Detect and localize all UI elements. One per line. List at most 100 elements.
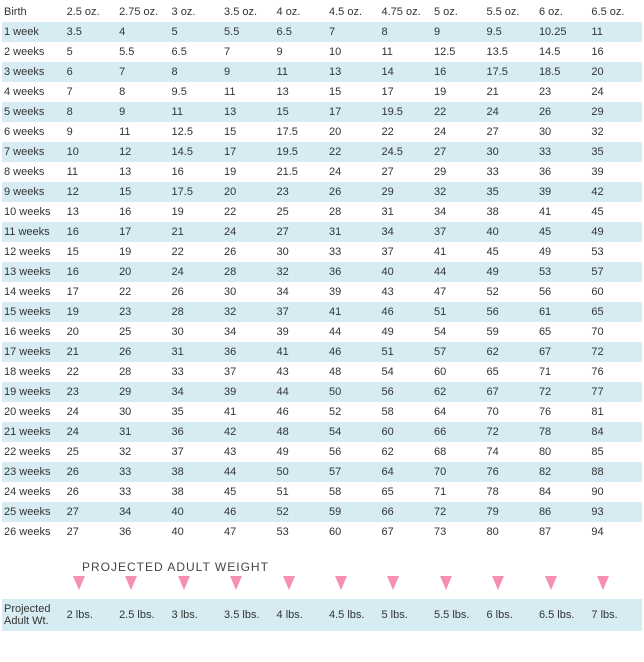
data-cell: 11 (170, 102, 222, 122)
column-header: 3.5 oz. (222, 2, 274, 22)
down-arrow-icon (73, 576, 85, 590)
row-label: 26 weeks (2, 522, 65, 542)
row-label: 12 weeks (2, 242, 65, 262)
data-cell: 14 (379, 62, 431, 82)
data-cell: 48 (275, 422, 327, 442)
data-cell: 22 (170, 242, 222, 262)
data-cell: 9 (222, 62, 274, 82)
data-cell: 41 (327, 302, 379, 322)
data-cell: 54 (327, 422, 379, 442)
data-cell: 29 (117, 382, 169, 402)
data-cell: 71 (537, 362, 589, 382)
data-cell: 56 (484, 302, 536, 322)
table-row: 24 weeks2633384551586571788490 (2, 482, 642, 502)
data-cell: 9 (275, 42, 327, 62)
data-cell: 26 (537, 102, 589, 122)
data-cell: 32 (432, 182, 484, 202)
data-cell: 19 (170, 202, 222, 222)
data-cell: 41 (537, 202, 589, 222)
data-cell: 87 (537, 522, 589, 542)
data-cell: 65 (484, 362, 536, 382)
data-cell: 46 (222, 502, 274, 522)
data-cell: 16 (65, 222, 117, 242)
data-cell: 12.5 (170, 122, 222, 142)
data-cell: 34 (117, 502, 169, 522)
data-cell: 19 (117, 242, 169, 262)
data-cell: 49 (275, 442, 327, 462)
data-cell: 76 (537, 402, 589, 422)
data-cell: 84 (537, 482, 589, 502)
data-cell: 26 (65, 462, 117, 482)
data-cell: 7 (222, 42, 274, 62)
data-cell: 29 (432, 162, 484, 182)
data-cell: 51 (379, 342, 431, 362)
data-cell: 44 (327, 322, 379, 342)
data-cell: 44 (222, 462, 274, 482)
data-cell: 32 (275, 262, 327, 282)
data-cell: 67 (484, 382, 536, 402)
data-cell: 38 (170, 462, 222, 482)
data-cell: 53 (537, 262, 589, 282)
table-row: 14 weeks1722263034394347525660 (2, 282, 642, 302)
projected-table: Projected Adult Wt. 2 lbs. 2.5 lbs. 3 lb… (2, 576, 642, 631)
row-label: 24 weeks (2, 482, 65, 502)
projected-cell: 4 lbs. (275, 599, 327, 631)
data-cell: 23 (537, 82, 589, 102)
row-label: 19 weeks (2, 382, 65, 402)
data-cell: 13.5 (484, 42, 536, 62)
data-cell: 72 (432, 502, 484, 522)
table-row: 26 weeks2736404753606773808794 (2, 522, 642, 542)
data-cell: 85 (589, 442, 642, 462)
data-cell: 24 (432, 122, 484, 142)
data-cell: 72 (484, 422, 536, 442)
row-label: 7 weeks (2, 142, 65, 162)
data-cell: 22 (432, 102, 484, 122)
data-cell: 5.5 (117, 42, 169, 62)
data-cell: 31 (379, 202, 431, 222)
data-cell: 80 (484, 522, 536, 542)
data-cell: 22 (327, 142, 379, 162)
data-cell: 9.5 (170, 82, 222, 102)
data-cell: 30 (170, 322, 222, 342)
growth-table: Birth2.5 oz.2.75 oz.3 oz.3.5 oz.4 oz.4.5… (2, 2, 642, 542)
data-cell: 34 (222, 322, 274, 342)
data-cell: 67 (537, 342, 589, 362)
data-cell: 54 (379, 362, 431, 382)
data-cell: 50 (327, 382, 379, 402)
column-header: 6 oz. (537, 2, 589, 22)
data-cell: 12 (65, 182, 117, 202)
data-cell: 67 (379, 522, 431, 542)
data-cell: 22 (117, 282, 169, 302)
data-cell: 57 (589, 262, 642, 282)
row-label: 8 weeks (2, 162, 65, 182)
data-cell: 28 (170, 302, 222, 322)
data-cell: 17 (65, 282, 117, 302)
data-cell: 77 (589, 382, 642, 402)
row-label: 6 weeks (2, 122, 65, 142)
arrow-row (2, 576, 642, 599)
data-cell: 24 (222, 222, 274, 242)
data-cell: 49 (379, 322, 431, 342)
row-label: 1 week (2, 22, 65, 42)
data-cell: 3.5 (65, 22, 117, 42)
data-cell: 45 (589, 202, 642, 222)
data-cell: 38 (484, 202, 536, 222)
data-cell: 54 (432, 322, 484, 342)
data-cell: 17 (327, 102, 379, 122)
table-row: 22 weeks2532374349566268748085 (2, 442, 642, 462)
data-cell: 37 (379, 242, 431, 262)
table-row: 20 weeks2430354146525864707681 (2, 402, 642, 422)
table-row: 10 weeks1316192225283134384145 (2, 202, 642, 222)
data-cell: 25 (117, 322, 169, 342)
data-cell: 15 (327, 82, 379, 102)
data-cell: 52 (484, 282, 536, 302)
data-cell: 70 (432, 462, 484, 482)
data-cell: 24 (484, 102, 536, 122)
data-cell: 37 (275, 302, 327, 322)
data-cell: 37 (432, 222, 484, 242)
data-cell: 42 (589, 182, 642, 202)
data-cell: 21 (484, 82, 536, 102)
down-arrow-icon (440, 576, 452, 590)
data-cell: 47 (432, 282, 484, 302)
data-cell: 29 (379, 182, 431, 202)
